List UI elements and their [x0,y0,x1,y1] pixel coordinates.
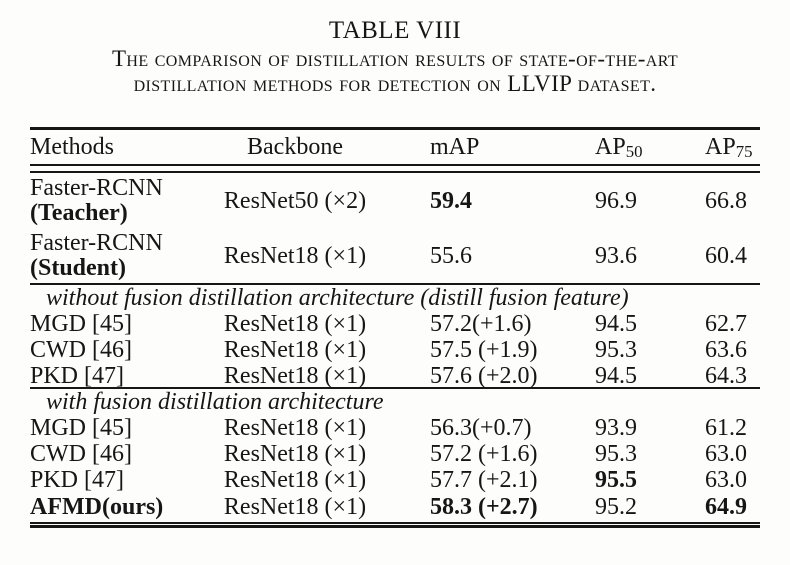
ap50-cell: 95.5 [595,467,637,493]
method-cell: MGD [45] [30,415,132,441]
method-cell: CWD [46] [30,337,132,363]
method-role: (Teacher) [30,200,128,226]
table-row-afmd-ours: AFMD(ours) ResNet18 (×1) 58.3 (+2.7) 95.… [30,493,760,524]
header-ap75-sub: 75 [735,142,753,162]
map-cell: 57.7 (+2.1) [430,467,538,493]
section-label: with fusion distillation architecture [46,389,384,415]
method-cell: PKD [47] [30,467,124,493]
method-cell: PKD [47] [30,363,124,389]
map-cell: 56.3(+0.7) [430,415,532,441]
ap75-cell: 62.7 [705,311,747,337]
results-table: Methods Backbone mAP AP50 AP75 Faster-RC… [30,127,760,528]
map-cell: 57.5 (+1.9) [430,337,538,363]
header-map: mAP [430,133,480,160]
table-row-pkd-1: PKD [47] ResNet18 (×1) 57.6 (+2.0) 94.5 … [30,363,760,389]
ap75-cell: 63.0 [705,441,747,467]
table-row-student: Faster-RCNN (Student) ResNet18 (×1) 55.6… [30,229,760,285]
ap75-cell: 60.4 [705,242,747,269]
ap50-cell: 93.6 [595,242,637,269]
method-name: Faster-RCNN [30,175,163,201]
table-number: TABLE VIII [328,17,462,44]
map-cell: 59.4 [430,187,472,214]
map-cell: 55.6 [430,242,472,269]
table-row-mgd-2: MGD [45] ResNet18 (×1) 56.3(+0.7) 93.9 6… [30,415,760,441]
method-name: Faster-RCNN [30,230,163,256]
ap50-cell: 96.9 [595,187,637,214]
backbone-cell: ResNet18 (×1) [223,415,367,441]
caption-line-1: The comparison of distillation results o… [111,46,678,71]
backbone-cell: ResNet18 (×1) [223,467,367,493]
header-ap75: AP75 [655,133,760,162]
method-cell: CWD [46] [30,441,132,467]
ap75-cell: 64.9 [705,494,747,520]
method-role: (Student) [30,255,127,281]
method-cell: Faster-RCNN (Teacher) [30,176,210,226]
caption-line-2: distillation methods for detection on LL… [133,71,657,96]
table-row-cwd-1: CWD [46] ResNet18 (×1) 57.5 (+1.9) 95.3 … [30,337,760,363]
ap50-cell: 93.9 [595,415,637,441]
method-cell: MGD [45] [30,311,132,337]
map-cell: 57.2(+1.6) [430,311,532,337]
section-header-with-fusion: with fusion distillation architecture [30,389,760,415]
header-methods: Methods [30,133,114,160]
map-cell: 58.3 (+2.7) [430,494,538,520]
backbone-cell: ResNet18 (×1) [223,311,367,337]
backbone-cell: ResNet18 (×1) [223,441,367,467]
table-header-row: Methods Backbone mAP AP50 AP75 [30,130,760,166]
ap50-cell: 95.2 [595,494,637,520]
backbone-cell: ResNet50 (×2) [223,187,367,214]
backbone-cell: ResNet18 (×1) [223,242,367,269]
table-row-teacher: Faster-RCNN (Teacher) ResNet50 (×2) 59.4… [30,173,760,229]
backbone-cell: ResNet18 (×1) [223,363,367,389]
ap75-cell: 64.3 [705,363,747,389]
backbone-cell: ResNet18 (×1) [223,494,367,520]
header-ap50-base: AP [595,133,626,160]
method-cell: AFMD(ours) [30,494,164,520]
header-double-rule [30,166,760,173]
map-cell: 57.2 (+1.6) [430,441,538,467]
ap75-cell: 66.8 [705,187,747,214]
section-header-without-fusion: without fusion distillation architecture… [30,285,760,311]
header-ap50: AP50 [547,133,655,162]
header-ap75-base: AP [705,133,736,160]
header-backbone: Backbone [247,133,343,160]
header-ap50-sub: 50 [625,142,643,162]
bottom-double-rule [30,524,760,528]
ap75-cell: 61.2 [705,415,747,441]
table-caption: TABLE VIII The comparison of distillatio… [0,0,790,96]
table-row-pkd-2: PKD [47] ResNet18 (×1) 57.7 (+2.1) 95.5 … [30,467,760,493]
backbone-cell: ResNet18 (×1) [223,337,367,363]
ap50-cell: 95.3 [595,337,637,363]
section-label: without fusion distillation architecture… [46,285,629,311]
ap50-cell: 95.3 [595,441,637,467]
map-cell: 57.6 (+2.0) [430,363,538,389]
method-cell: Faster-RCNN (Student) [30,231,210,281]
table-row-mgd-1: MGD [45] ResNet18 (×1) 57.2(+1.6) 94.5 6… [30,311,760,337]
ap75-cell: 63.0 [705,467,747,493]
table-row-cwd-2: CWD [46] ResNet18 (×1) 57.2 (+1.6) 95.3 … [30,441,760,467]
ap75-cell: 63.6 [705,337,747,363]
ap50-cell: 94.5 [595,311,637,337]
ap50-cell: 94.5 [595,363,637,389]
